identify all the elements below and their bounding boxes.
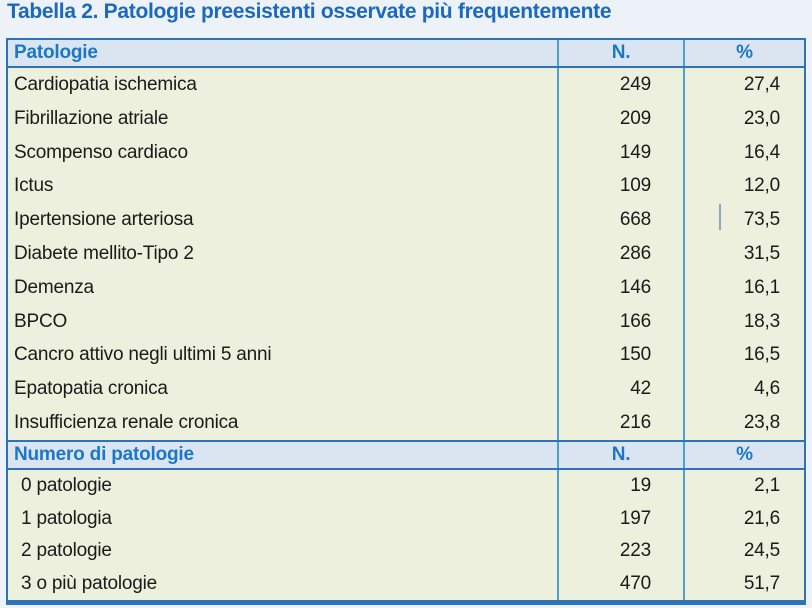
label-cell: Cancro attivo negli ultimi 5 anni [14, 344, 272, 366]
label-cell: Cardiopatia ischemica [14, 73, 197, 95]
label-cell: Demenza [14, 276, 94, 298]
percent-cell: 31,5 [683, 237, 804, 271]
table-row: 1 patologia 197 21,6 [8, 502, 804, 535]
table-row: 2 patologie 223 24,5 [8, 535, 804, 568]
table-row: Cancro attivo negli ultimi 5 anni 150 16,5 [8, 338, 804, 373]
table-row: 3 o più patologie 470 51,7 [8, 567, 804, 600]
percent-cell: 18,3 [683, 304, 804, 339]
table-row: Ictus 109 12,0 [8, 169, 804, 204]
table: Patologie N.% Cardiopatia ischemica 249 27,4… [6, 38, 806, 605]
percent-cell: % [683, 442, 804, 468]
percent-cell: 2,1 [683, 470, 804, 503]
count-cell: 150 [557, 338, 683, 373]
table-row: Ipertensione arteriosa 668 73,5 [8, 203, 804, 238]
label-cell: Numero di patologie [14, 444, 194, 465]
percent-cell: 16,5 [683, 338, 804, 373]
count-cell: 223 [557, 535, 683, 568]
table-row: Insufficienza renale cronica 216 23,8 [8, 406, 804, 440]
table-row: Diabete mellito-Tipo 2 286 31,5 [8, 237, 804, 271]
count-cell: 146 [557, 270, 683, 305]
count-cell: 197 [557, 502, 683, 535]
count-cell: 249 [557, 68, 683, 102]
label-cell: BPCO [14, 310, 68, 332]
count-cell: 166 [557, 304, 683, 339]
percent-cell: 23,8 [683, 406, 804, 440]
label-cell: Patologie [14, 42, 98, 63]
count-cell: 668 [557, 203, 683, 238]
cursor-artifact [719, 204, 721, 230]
label-cell: Scompenso cardiaco [14, 141, 188, 163]
label-cell: 2 patologie [21, 540, 112, 562]
count-cell: 209 [557, 101, 683, 136]
percent-cell: 4,6 [683, 372, 804, 407]
table-title: Tabella 2. Patologie preesistenti osserv… [7, 0, 612, 23]
percent-cell: 16,4 [683, 135, 804, 170]
count-cell: 19 [557, 470, 683, 503]
percent-cell: 23,0 [683, 101, 804, 136]
percent-cell: 12,0 [683, 169, 804, 204]
label-cell: Insufficienza renale cronica [14, 412, 239, 434]
percent-cell: 16,1 [683, 270, 804, 305]
count-cell: 286 [557, 237, 683, 271]
table-row: BPCO 166 18,3 [8, 304, 804, 339]
count-cell: 149 [557, 135, 683, 170]
count-cell: 42 [557, 372, 683, 407]
label-cell: Ipertensione arteriosa [14, 209, 194, 231]
label-cell: 3 o più patologie [21, 572, 158, 594]
count-cell: 470 [557, 567, 683, 600]
table-row: 0 patologie 19 2,1 [8, 470, 804, 503]
label-cell: 1 patologia [21, 507, 112, 529]
table-header-row: Patologie N.% [8, 40, 804, 68]
percent-cell: 27,4 [683, 68, 804, 102]
count-cell: N. [557, 442, 683, 468]
percent-cell: % [683, 40, 804, 66]
table-row: Epatopatia cronica 42 4,6 [8, 372, 804, 407]
table-row: Cardiopatia ischemica 249 27,4 [8, 68, 804, 102]
label-cell: 0 patologie [21, 475, 112, 497]
label-cell: Epatopatia cronica [14, 378, 168, 400]
table-row: Fibrillazione atriale 209 23,0 [8, 101, 804, 136]
table-row: Scompenso cardiaco 149 16,4 [8, 135, 804, 170]
label-cell: Diabete mellito-Tipo 2 [14, 242, 194, 264]
label-cell: Fibrillazione atriale [14, 107, 169, 129]
percent-cell: 24,5 [683, 535, 804, 568]
count-cell: 109 [557, 169, 683, 204]
table-row: Demenza 146 16,1 [8, 270, 804, 305]
count-cell: N. [557, 40, 683, 66]
percent-cell: 73,5 [683, 203, 804, 238]
table-body-section: 0 patologie 19 2,1 1 patologia 197 21,6 2 pato… [8, 470, 804, 600]
label-cell: Ictus [14, 175, 54, 197]
percent-cell: 51,7 [683, 567, 804, 600]
count-cell: 216 [557, 406, 683, 440]
table-body-section: Cardiopatia ischemica 249 27,4 Fibrillazion… [8, 68, 804, 440]
percent-cell: 21,6 [683, 502, 804, 535]
table-header-row: Numero di patologie N.% [8, 440, 804, 470]
